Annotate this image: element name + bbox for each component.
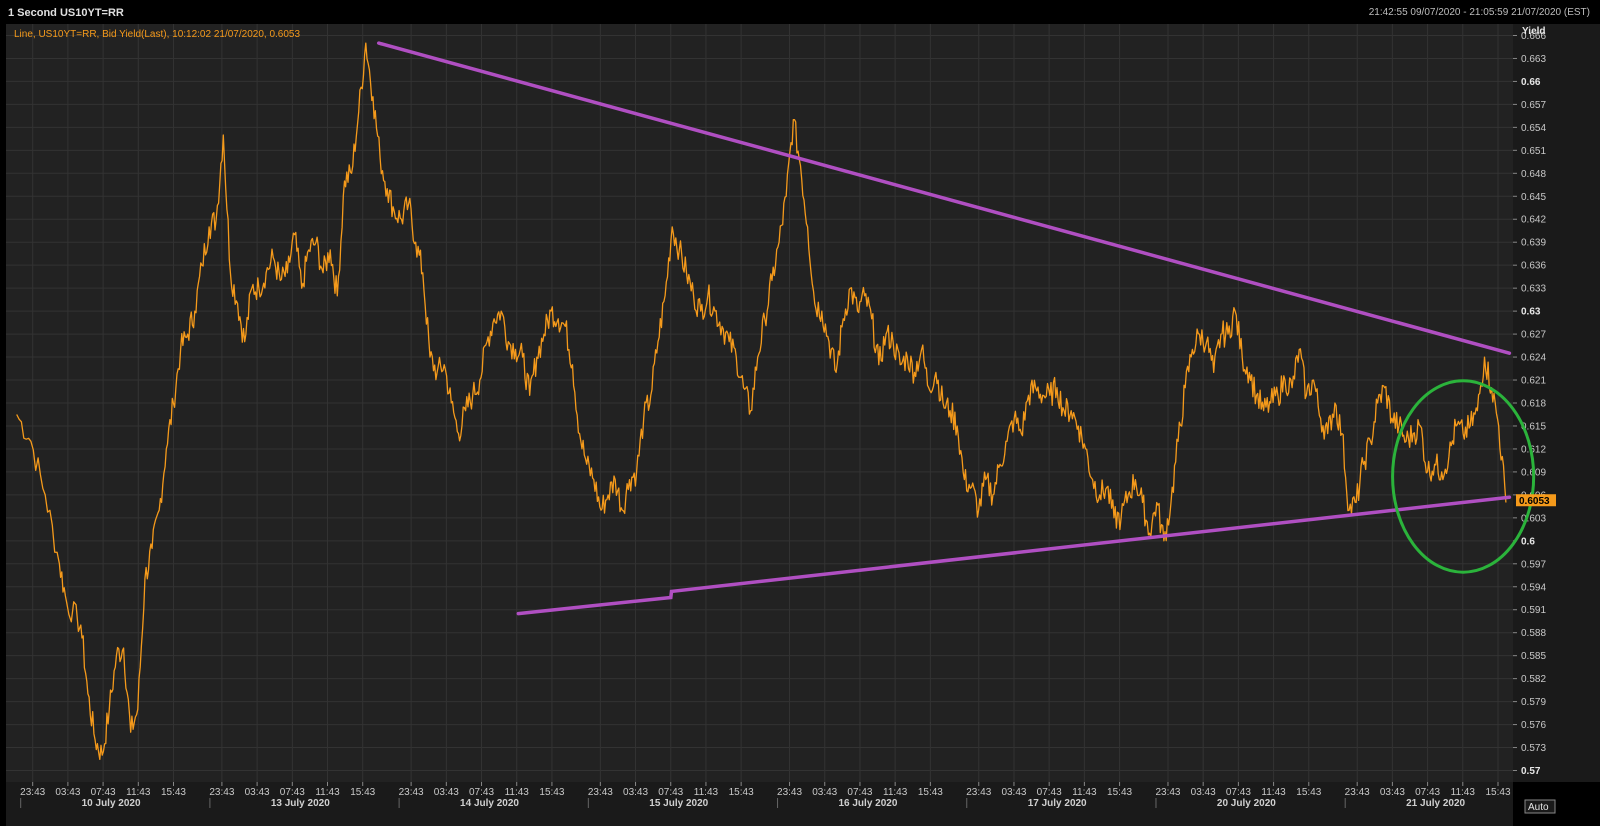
x-tick-label: 23:43 — [209, 787, 234, 798]
x-tick-label: 15:43 — [539, 787, 564, 798]
x-tick-label: 11:43 — [315, 787, 340, 798]
y-tick-label: 0.654 — [1521, 123, 1546, 134]
grid-lines — [6, 24, 1513, 782]
y-tick-label: 0.615 — [1521, 421, 1546, 432]
y-tick-label: 0.603 — [1521, 513, 1546, 524]
x-tick-label: 03:43 — [245, 787, 270, 798]
y-tick-label: 0.621 — [1521, 376, 1546, 387]
x-tick-label: 23:43 — [20, 787, 45, 798]
date-label: 14 July 2020 — [460, 798, 519, 809]
x-tick-label: 07:43 — [1415, 787, 1440, 798]
y-tick-label: 0.639 — [1521, 238, 1546, 249]
legend-entry: Line, US10YT=RR, Bid Yield(Last), 10:12:… — [14, 29, 300, 40]
x-tick-label: 11:43 — [126, 787, 151, 798]
x-tick-label: 11:43 — [1261, 787, 1286, 798]
x-tick-label: 03:43 — [55, 787, 80, 798]
x-tick-label: 23:43 — [966, 787, 991, 798]
date-label: 21 July 2020 — [1406, 798, 1465, 809]
x-tick-label: 11:43 — [883, 787, 908, 798]
y-tick-label: 0.576 — [1521, 720, 1546, 731]
y-tick-label: 0.597 — [1521, 559, 1546, 570]
last-value-badge-bg — [1516, 494, 1556, 507]
x-tick-label: 07:43 — [469, 787, 494, 798]
x-tick-label: 15:43 — [918, 787, 943, 798]
y-tick-label: 0.612 — [1521, 444, 1546, 455]
y-tick-label: 0.57 — [1521, 766, 1541, 777]
x-tick-label: 03:43 — [812, 787, 837, 798]
date-label: 13 July 2020 — [271, 798, 330, 809]
y-tick-label: 0.627 — [1521, 330, 1546, 341]
x-tick-label: 23:43 — [399, 787, 424, 798]
last-value-badge: 0.6053 — [1519, 496, 1550, 507]
y-tick-label: 0.645 — [1521, 192, 1546, 203]
y-axis-title: Yield — [1522, 26, 1546, 37]
y-axis-ticks: 0.666 0.663 0.66 0.657 0.654 0.651 0.648 0.645 0… — [1513, 31, 1546, 777]
y-tick-label: 0.588 — [1521, 628, 1546, 639]
date-label: 10 July 2020 — [82, 798, 141, 809]
trendline-upper — [376, 41, 1512, 355]
trendline-lower — [516, 495, 1512, 616]
auto-scale-button[interactable]: Auto — [1528, 802, 1549, 813]
x-tick-label: 23:43 — [588, 787, 613, 798]
x-tick-label: 15:43 — [1107, 787, 1132, 798]
date-label: 20 July 2020 — [1217, 798, 1276, 809]
y-tick-label: 0.579 — [1521, 697, 1546, 708]
x-axis-panel — [6, 782, 1513, 826]
x-tick-label: 07:43 — [91, 787, 116, 798]
x-tick-label: 15:43 — [1485, 787, 1510, 798]
x-axis-ticks: 23:43 03:43 07:43 11:43 15:43 23:43 03:43 07:43… — [20, 782, 1511, 798]
date-labels: 10 July 2020 13 July 2020 14 July 2020 15 J… — [20, 798, 1465, 809]
x-tick-label: 07:43 — [1226, 787, 1251, 798]
time-range-label: 21:42:55 09/07/2020 - 21:05:59 21/07/202… — [1368, 7, 1590, 18]
x-tick-label: 15:43 — [350, 787, 375, 798]
window-title: 1 Second US10YT=RR — [8, 7, 124, 19]
x-tick-label: 23:43 — [777, 787, 802, 798]
x-tick-label: 07:43 — [1037, 787, 1062, 798]
y-tick-label: 0.66 — [1521, 77, 1541, 88]
y-tick-label: 0.633 — [1521, 284, 1546, 295]
y-tick-label: 0.651 — [1521, 146, 1546, 157]
y-tick-label: 0.618 — [1521, 399, 1546, 410]
x-tick-label: 23:43 — [1345, 787, 1370, 798]
y-tick-label: 0.636 — [1521, 261, 1546, 272]
x-tick-label: 03:43 — [434, 787, 459, 798]
y-tick-label: 0.663 — [1521, 54, 1546, 65]
y-axis-panel — [1513, 24, 1600, 782]
x-tick-label: 11:43 — [1072, 787, 1097, 798]
window-titlebar: 1 Second US10YT=RR 21:42:55 09/07/2020 -… — [0, 0, 1600, 24]
y-tick-label: 0.63 — [1521, 307, 1541, 318]
y-tick-label: 0.6 — [1521, 536, 1535, 547]
x-tick-label: 11:43 — [1451, 787, 1476, 798]
highlight-circle — [1391, 379, 1536, 574]
y-tick-label: 0.591 — [1521, 605, 1546, 616]
date-label: 17 July 2020 — [1028, 798, 1087, 809]
series-line-us10yt — [16, 42, 1507, 761]
date-label: 16 July 2020 — [838, 798, 897, 809]
y-tick-label: 0.573 — [1521, 743, 1546, 754]
x-tick-label: 03:43 — [1380, 787, 1405, 798]
x-tick-label: 07:43 — [280, 787, 305, 798]
y-tick-label: 0.582 — [1521, 674, 1546, 685]
x-tick-label: 11:43 — [505, 787, 530, 798]
y-tick-label: 0.666 — [1521, 31, 1546, 42]
y-tick-label: 0.624 — [1521, 353, 1546, 364]
x-tick-label: 15:43 — [1296, 787, 1321, 798]
auto-scale-button-bg — [1524, 799, 1556, 814]
x-tick-label: 11:43 — [694, 787, 719, 798]
y-tick-label: 0.585 — [1521, 651, 1546, 662]
y-tick-label: 0.657 — [1521, 100, 1546, 111]
y-tick-label: 0.594 — [1521, 582, 1546, 593]
x-tick-label: 23:43 — [1155, 787, 1180, 798]
x-tick-label: 07:43 — [658, 787, 683, 798]
x-tick-label: 15:43 — [729, 787, 754, 798]
y-tick-label: 0.642 — [1521, 215, 1546, 226]
x-tick-label: 07:43 — [847, 787, 872, 798]
date-label: 15 July 2020 — [649, 798, 708, 809]
x-tick-label: 03:43 — [1001, 787, 1026, 798]
x-tick-label: 03:43 — [1191, 787, 1216, 798]
y-tick-label: 0.648 — [1521, 169, 1546, 180]
x-tick-label: 03:43 — [623, 787, 648, 798]
x-tick-label: 15:43 — [161, 787, 186, 798]
